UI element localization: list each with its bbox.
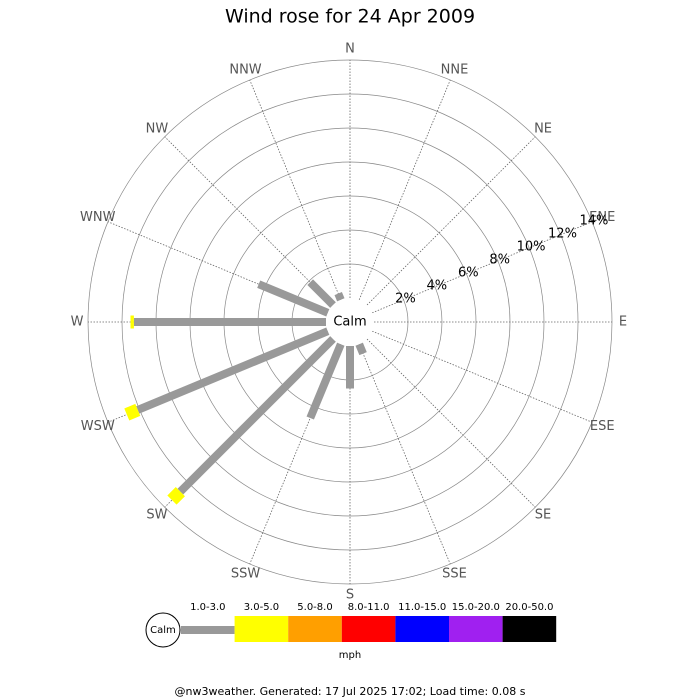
ring-label: 10%	[517, 239, 546, 254]
spoke	[164, 136, 334, 306]
direction-label: W	[71, 315, 84, 330]
spoke	[366, 338, 536, 508]
direction-label: S	[346, 588, 354, 603]
legend-label: 1.0-3.0	[190, 602, 225, 613]
rose-segment	[334, 292, 345, 302]
ring-label: 14%	[579, 213, 608, 228]
spoke	[358, 79, 451, 300]
calm-label: Calm	[333, 315, 366, 330]
ring-label: 12%	[548, 226, 577, 241]
rose-segment	[355, 342, 367, 356]
direction-label: NW	[146, 121, 169, 136]
legend-label: 5.0-8.0	[297, 602, 332, 613]
spoke	[372, 330, 593, 423]
legend-label: 3.0-5.0	[244, 602, 279, 613]
rose-segment	[124, 403, 141, 421]
footer: @nw3weather. Generated: 17 Jul 2025 17:0…	[175, 685, 526, 698]
legend-swatch	[449, 616, 503, 642]
legend-label: 20.0-50.0	[505, 602, 553, 613]
legend-calm	[145, 612, 181, 648]
legend-label: 15.0-20.0	[452, 602, 500, 613]
spoke	[366, 136, 536, 306]
direction-label: SW	[146, 508, 167, 523]
legend-label: 11.0-15.0	[398, 602, 446, 613]
direction-label: E	[619, 315, 627, 330]
rose-segment	[177, 336, 336, 495]
ring-label: 8%	[489, 253, 510, 268]
direction-label: WSW	[81, 419, 115, 434]
calm-circle	[326, 298, 374, 346]
legend-swatch	[234, 616, 289, 642]
rose-segment	[307, 279, 336, 308]
direction-label: NNW	[229, 62, 261, 77]
rose-segment	[257, 280, 330, 317]
rose-segment	[136, 327, 330, 414]
spoke	[358, 344, 451, 565]
spoke	[372, 221, 593, 314]
direction-label: ENE	[589, 210, 615, 225]
direction-label: NE	[534, 121, 552, 136]
unit-label: mph	[339, 650, 361, 661]
direction-label: WNW	[80, 210, 116, 225]
legend-swatch	[341, 616, 396, 642]
direction-label: ESE	[590, 419, 615, 434]
legend-swatch	[395, 616, 449, 642]
legend-calm-label: Calm	[150, 625, 176, 636]
direction-label: SSW	[231, 567, 261, 582]
legend-swatch	[502, 616, 557, 642]
legend-label: 8.0-11.0	[348, 602, 390, 613]
legend-swatch	[181, 626, 235, 634]
rose-segment	[306, 342, 345, 420]
direction-label: N	[345, 42, 355, 57]
ring-label: 4%	[427, 279, 448, 294]
direction-label: SSE	[442, 567, 467, 582]
chart-title: Wind rose for 24 Apr 2009	[225, 6, 475, 28]
ring-label: 6%	[458, 266, 479, 281]
ring-label: 2%	[395, 292, 416, 307]
legend-swatch	[288, 616, 342, 642]
spoke	[249, 79, 342, 300]
rose-segment	[167, 487, 185, 505]
direction-label: SE	[535, 508, 551, 523]
direction-label: NNE	[441, 62, 469, 77]
